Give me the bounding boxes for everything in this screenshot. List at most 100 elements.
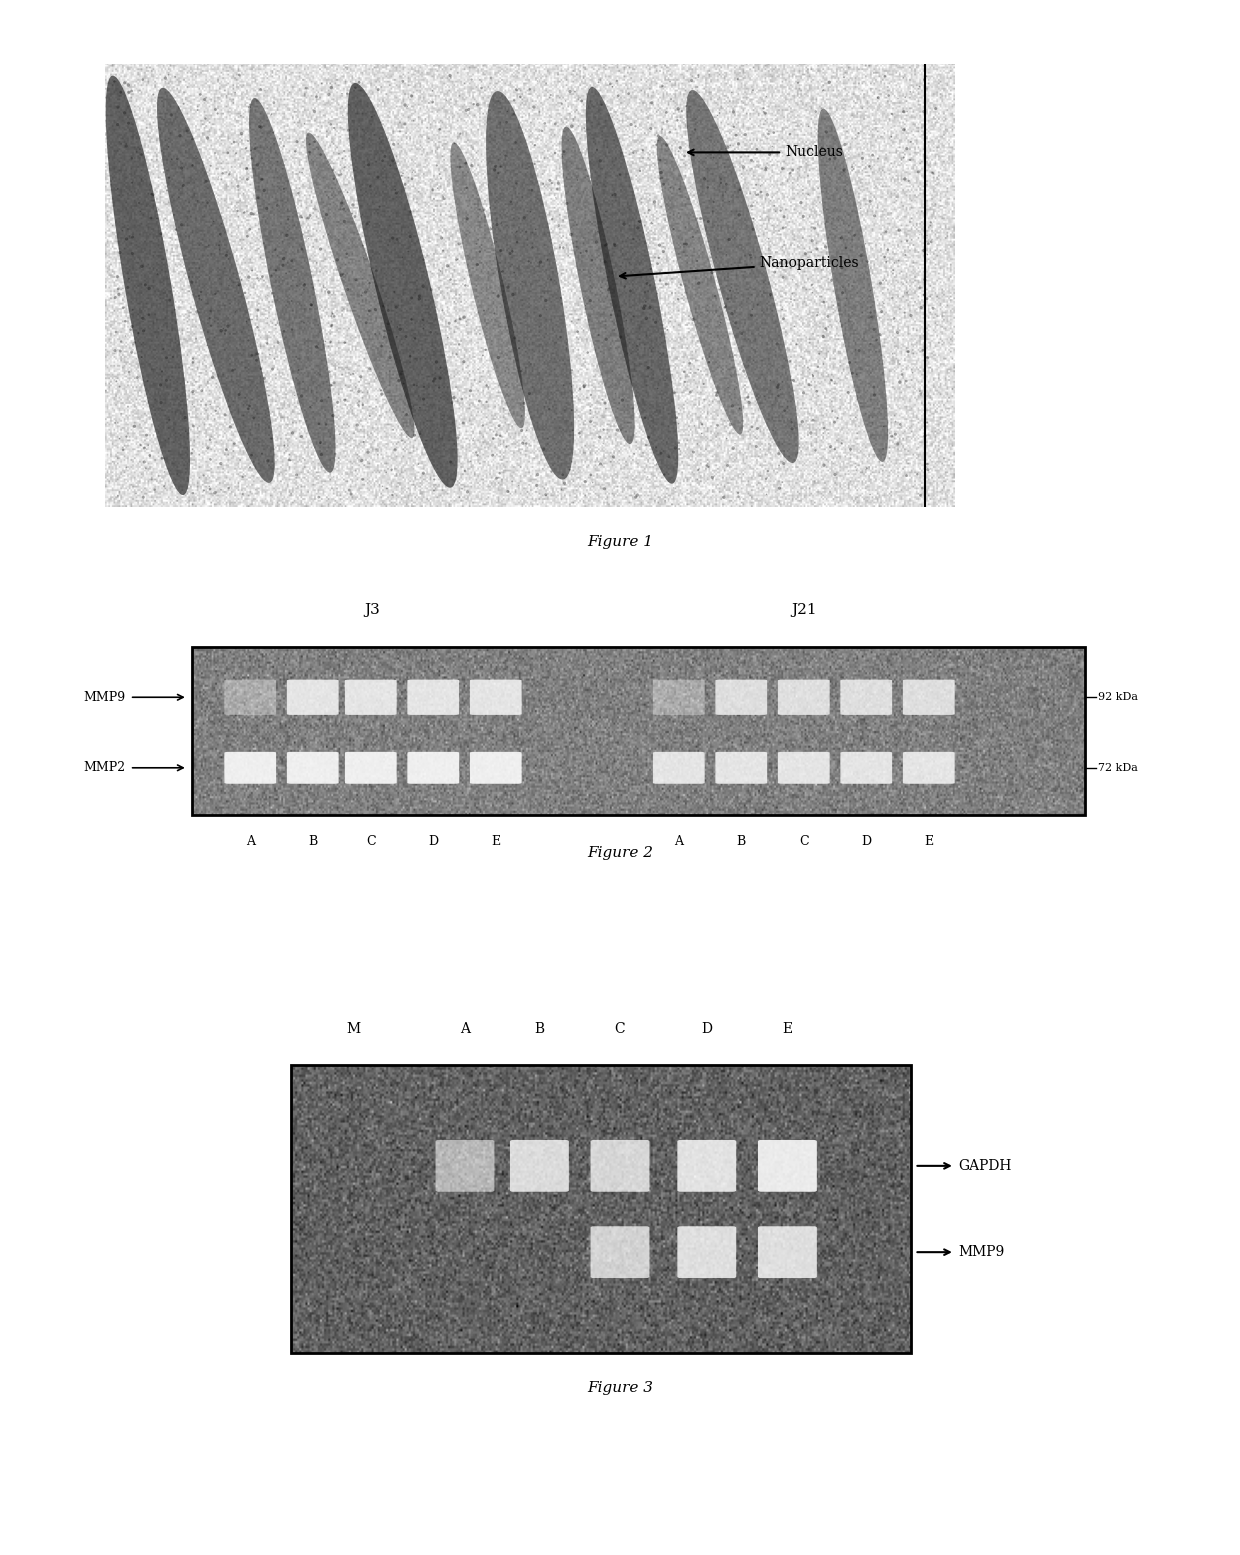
Point <box>909 160 929 185</box>
Point <box>626 485 646 510</box>
Point <box>882 423 901 448</box>
Point <box>425 367 445 392</box>
Ellipse shape <box>562 126 635 445</box>
Point <box>311 442 331 466</box>
Point <box>895 166 915 191</box>
Point <box>532 118 552 143</box>
Point <box>143 182 162 207</box>
Point <box>393 162 413 187</box>
Point <box>593 431 613 456</box>
Point <box>427 152 446 177</box>
Point <box>877 219 897 244</box>
Point <box>604 232 624 257</box>
Point <box>864 61 884 86</box>
Point <box>756 156 776 180</box>
Point <box>587 137 606 162</box>
Point <box>353 392 373 417</box>
Point <box>718 375 738 400</box>
Point <box>562 375 582 400</box>
Point <box>368 165 388 190</box>
FancyBboxPatch shape <box>715 680 768 715</box>
Point <box>238 431 258 456</box>
Text: 92 kDa: 92 kDa <box>1099 692 1138 703</box>
Point <box>570 241 590 266</box>
Point <box>552 145 572 169</box>
Point <box>582 462 601 487</box>
Point <box>281 317 301 342</box>
Point <box>248 185 268 210</box>
Point <box>250 356 270 381</box>
Point <box>482 443 502 468</box>
Point <box>821 367 841 392</box>
Ellipse shape <box>347 82 458 488</box>
Point <box>249 114 269 138</box>
FancyBboxPatch shape <box>286 753 339 784</box>
Point <box>481 65 501 90</box>
Point <box>274 434 294 459</box>
Point <box>112 330 131 355</box>
Point <box>170 123 190 148</box>
Point <box>589 70 609 95</box>
Text: GAPDH: GAPDH <box>957 1158 1012 1172</box>
Point <box>720 412 740 437</box>
Point <box>660 120 680 145</box>
Point <box>784 369 804 393</box>
Point <box>732 322 751 347</box>
Point <box>231 103 250 128</box>
Point <box>211 477 231 502</box>
Point <box>427 350 446 375</box>
Point <box>221 415 241 440</box>
Point <box>760 255 780 280</box>
Point <box>268 193 288 218</box>
Point <box>596 397 616 421</box>
Point <box>541 82 560 107</box>
Point <box>508 473 528 498</box>
Point <box>324 465 343 490</box>
Point <box>123 169 143 194</box>
Point <box>537 297 557 322</box>
Point <box>557 191 577 216</box>
Point <box>414 387 434 412</box>
Point <box>771 197 791 222</box>
Point <box>191 288 211 313</box>
Point <box>218 246 238 271</box>
Point <box>698 174 718 199</box>
Point <box>217 239 237 264</box>
Point <box>715 137 735 162</box>
Point <box>781 286 801 311</box>
Point <box>878 238 898 263</box>
Point <box>108 277 128 302</box>
Point <box>825 462 844 487</box>
Point <box>148 261 167 286</box>
Point <box>109 281 129 306</box>
Point <box>901 303 921 328</box>
Point <box>804 364 823 389</box>
Point <box>343 361 363 386</box>
Point <box>396 112 415 137</box>
Point <box>201 313 221 337</box>
Point <box>370 194 389 219</box>
Point <box>396 173 415 197</box>
Point <box>825 411 844 435</box>
Point <box>601 302 621 327</box>
Point <box>615 274 635 299</box>
Point <box>536 482 556 507</box>
Point <box>213 160 233 185</box>
Point <box>647 252 667 277</box>
Point <box>665 381 684 406</box>
Point <box>110 239 130 264</box>
Point <box>461 67 481 92</box>
Point <box>807 236 827 261</box>
Point <box>914 67 934 92</box>
Point <box>423 177 443 202</box>
Point <box>688 62 708 87</box>
Point <box>525 132 544 157</box>
Point <box>496 373 516 398</box>
Point <box>890 412 910 437</box>
Point <box>321 373 341 398</box>
Point <box>657 317 677 342</box>
Point <box>591 275 611 300</box>
Point <box>449 232 469 257</box>
Point <box>429 375 449 400</box>
Point <box>118 73 138 98</box>
